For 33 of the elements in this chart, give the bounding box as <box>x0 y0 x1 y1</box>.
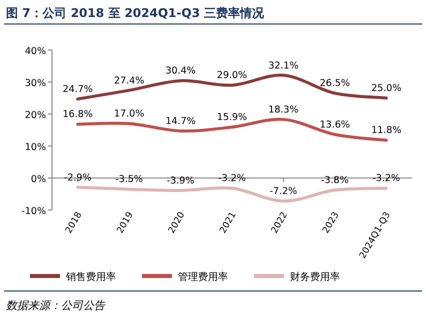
data-label: -3.2% <box>218 173 246 184</box>
data-label: -3.5% <box>115 174 143 186</box>
data-label: 15.9% <box>216 112 248 124</box>
data-label: 14.7% <box>165 116 196 127</box>
data-label: -3.8% <box>321 175 349 186</box>
y-tick-label: -10% <box>21 206 46 217</box>
data-label: 11.8% <box>371 125 402 136</box>
y-tick-label: 0% <box>30 174 46 185</box>
data-label: 13.6% <box>320 119 350 130</box>
data-label: -3.2% <box>372 173 400 184</box>
data-label: 16.8% <box>62 109 93 120</box>
annotation: 数据来源：公司公告 <box>6 299 105 312</box>
legend-label: 财务费用率 <box>290 271 340 283</box>
y-tick-label: 20% <box>24 110 46 121</box>
data-label: 17.0% <box>114 108 144 120</box>
data-label: 18.3% <box>268 104 299 116</box>
data-label: 25.0% <box>371 83 402 94</box>
data-label: -7.2% <box>270 186 298 198</box>
data-label: -3.9% <box>166 175 194 186</box>
y-tick-label: 40% <box>24 46 46 57</box>
y-tick-label: 10% <box>24 142 46 153</box>
data-label: 30.4% <box>165 66 196 77</box>
legend-label: 销售费用率 <box>65 271 116 283</box>
y-tick-label: 30% <box>24 78 46 89</box>
data-label: 26.5% <box>320 78 350 90</box>
data-label: 29.0% <box>216 70 248 82</box>
data-label: 32.1% <box>268 60 299 72</box>
data-label: 27.4% <box>114 75 144 86</box>
data-label: -2.9% <box>64 172 92 184</box>
title: 图 7：公司 2018 至 2024Q1-Q3 三费率情况 <box>6 6 264 20</box>
legend-label: 管理费用率 <box>178 271 228 283</box>
data-label: 24.7% <box>62 84 93 95</box>
line-series <box>76 186 388 203</box>
